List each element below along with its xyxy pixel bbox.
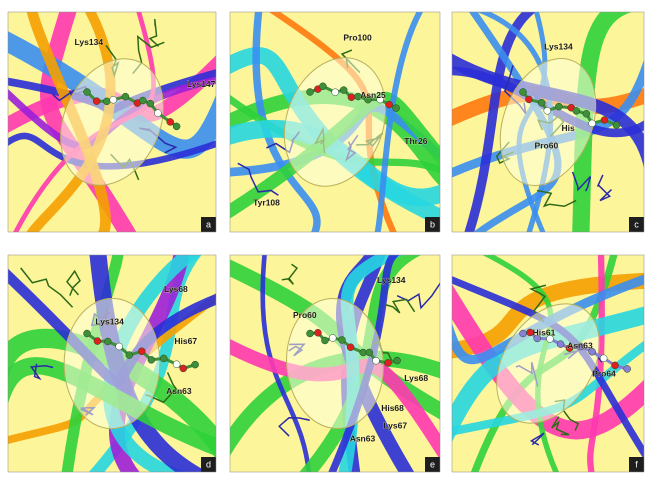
residue-label: Tyr108 <box>253 198 280 208</box>
residue-label: His <box>561 123 575 133</box>
atom <box>84 89 91 96</box>
residue-label: Lys134 <box>75 37 104 47</box>
panel-letter: c <box>634 220 639 230</box>
atom <box>520 89 527 96</box>
panel-letter: a <box>206 220 211 230</box>
atom <box>329 334 336 341</box>
atom <box>314 329 321 336</box>
atom <box>600 355 607 362</box>
residue-label: Thr26 <box>404 136 427 146</box>
atom <box>555 103 562 110</box>
atom <box>104 338 111 345</box>
atom <box>192 361 199 368</box>
atom <box>138 348 145 355</box>
atom <box>601 117 608 124</box>
atom <box>173 361 180 368</box>
atom <box>589 120 596 127</box>
atom <box>122 93 129 100</box>
residue-label: Asn63 <box>350 434 376 444</box>
atom <box>147 100 154 107</box>
atom <box>624 365 631 372</box>
atom <box>93 98 100 105</box>
atom <box>573 107 580 114</box>
atom <box>372 357 379 364</box>
residue-label: Pro64 <box>592 369 616 379</box>
panel <box>0 245 226 482</box>
atom <box>148 356 155 363</box>
residue-label: Pro100 <box>343 33 372 43</box>
atom <box>338 336 345 343</box>
atom <box>394 357 401 364</box>
residue-label: Pro60 <box>293 310 317 320</box>
atom <box>321 337 328 344</box>
atom <box>385 359 392 366</box>
atom <box>84 330 91 337</box>
atom <box>319 83 326 90</box>
panel <box>442 2 653 242</box>
atom <box>154 110 161 117</box>
atom <box>525 96 532 103</box>
atom <box>613 122 620 129</box>
panel-letter: e <box>430 460 435 470</box>
atom <box>520 330 527 337</box>
panel <box>0 2 226 242</box>
residue-label: Lys134 <box>95 316 124 326</box>
atom <box>340 87 347 94</box>
atom <box>126 352 133 359</box>
atom <box>538 99 545 106</box>
atom <box>139 97 146 104</box>
atom <box>160 355 167 362</box>
panel <box>442 245 653 482</box>
atom <box>307 330 314 337</box>
residue-label: Lys147 <box>187 79 216 89</box>
residue-label: Asn63 <box>166 386 192 396</box>
atom <box>167 118 174 125</box>
atom <box>116 343 123 350</box>
atom <box>583 110 590 117</box>
residue-label: Lys67 <box>383 421 407 431</box>
atom <box>94 338 101 345</box>
residue-label: Lys134 <box>544 41 573 51</box>
atom <box>173 123 180 130</box>
atom <box>110 96 117 103</box>
residue-label: Asn25 <box>360 90 386 100</box>
panel <box>220 245 450 482</box>
residue-label: Lys68 <box>404 373 428 383</box>
residue-label: Pro60 <box>535 140 559 150</box>
atom <box>557 341 564 348</box>
atom <box>366 349 373 356</box>
residue-label: His68 <box>381 403 404 413</box>
docking-figure: Lys134 Lys147 a Pro100 Asn25 Thr26 Tyr108 b Lys1… <box>0 0 653 499</box>
atom <box>332 89 339 96</box>
residue-label: Lys68 <box>164 284 188 294</box>
residue-label: Lys134 <box>377 275 406 285</box>
atom <box>386 101 393 108</box>
atom <box>544 107 551 114</box>
atom <box>348 94 355 101</box>
panel-letter: b <box>430 220 435 230</box>
residue-label: His67 <box>174 336 197 346</box>
atom <box>307 89 314 96</box>
residue-label: Asn63 <box>567 340 593 350</box>
residue-label: His61 <box>533 327 556 337</box>
atom <box>180 365 187 372</box>
atom <box>103 98 110 105</box>
panel-letter: d <box>206 460 211 470</box>
atom <box>393 105 400 112</box>
atom <box>347 344 354 351</box>
